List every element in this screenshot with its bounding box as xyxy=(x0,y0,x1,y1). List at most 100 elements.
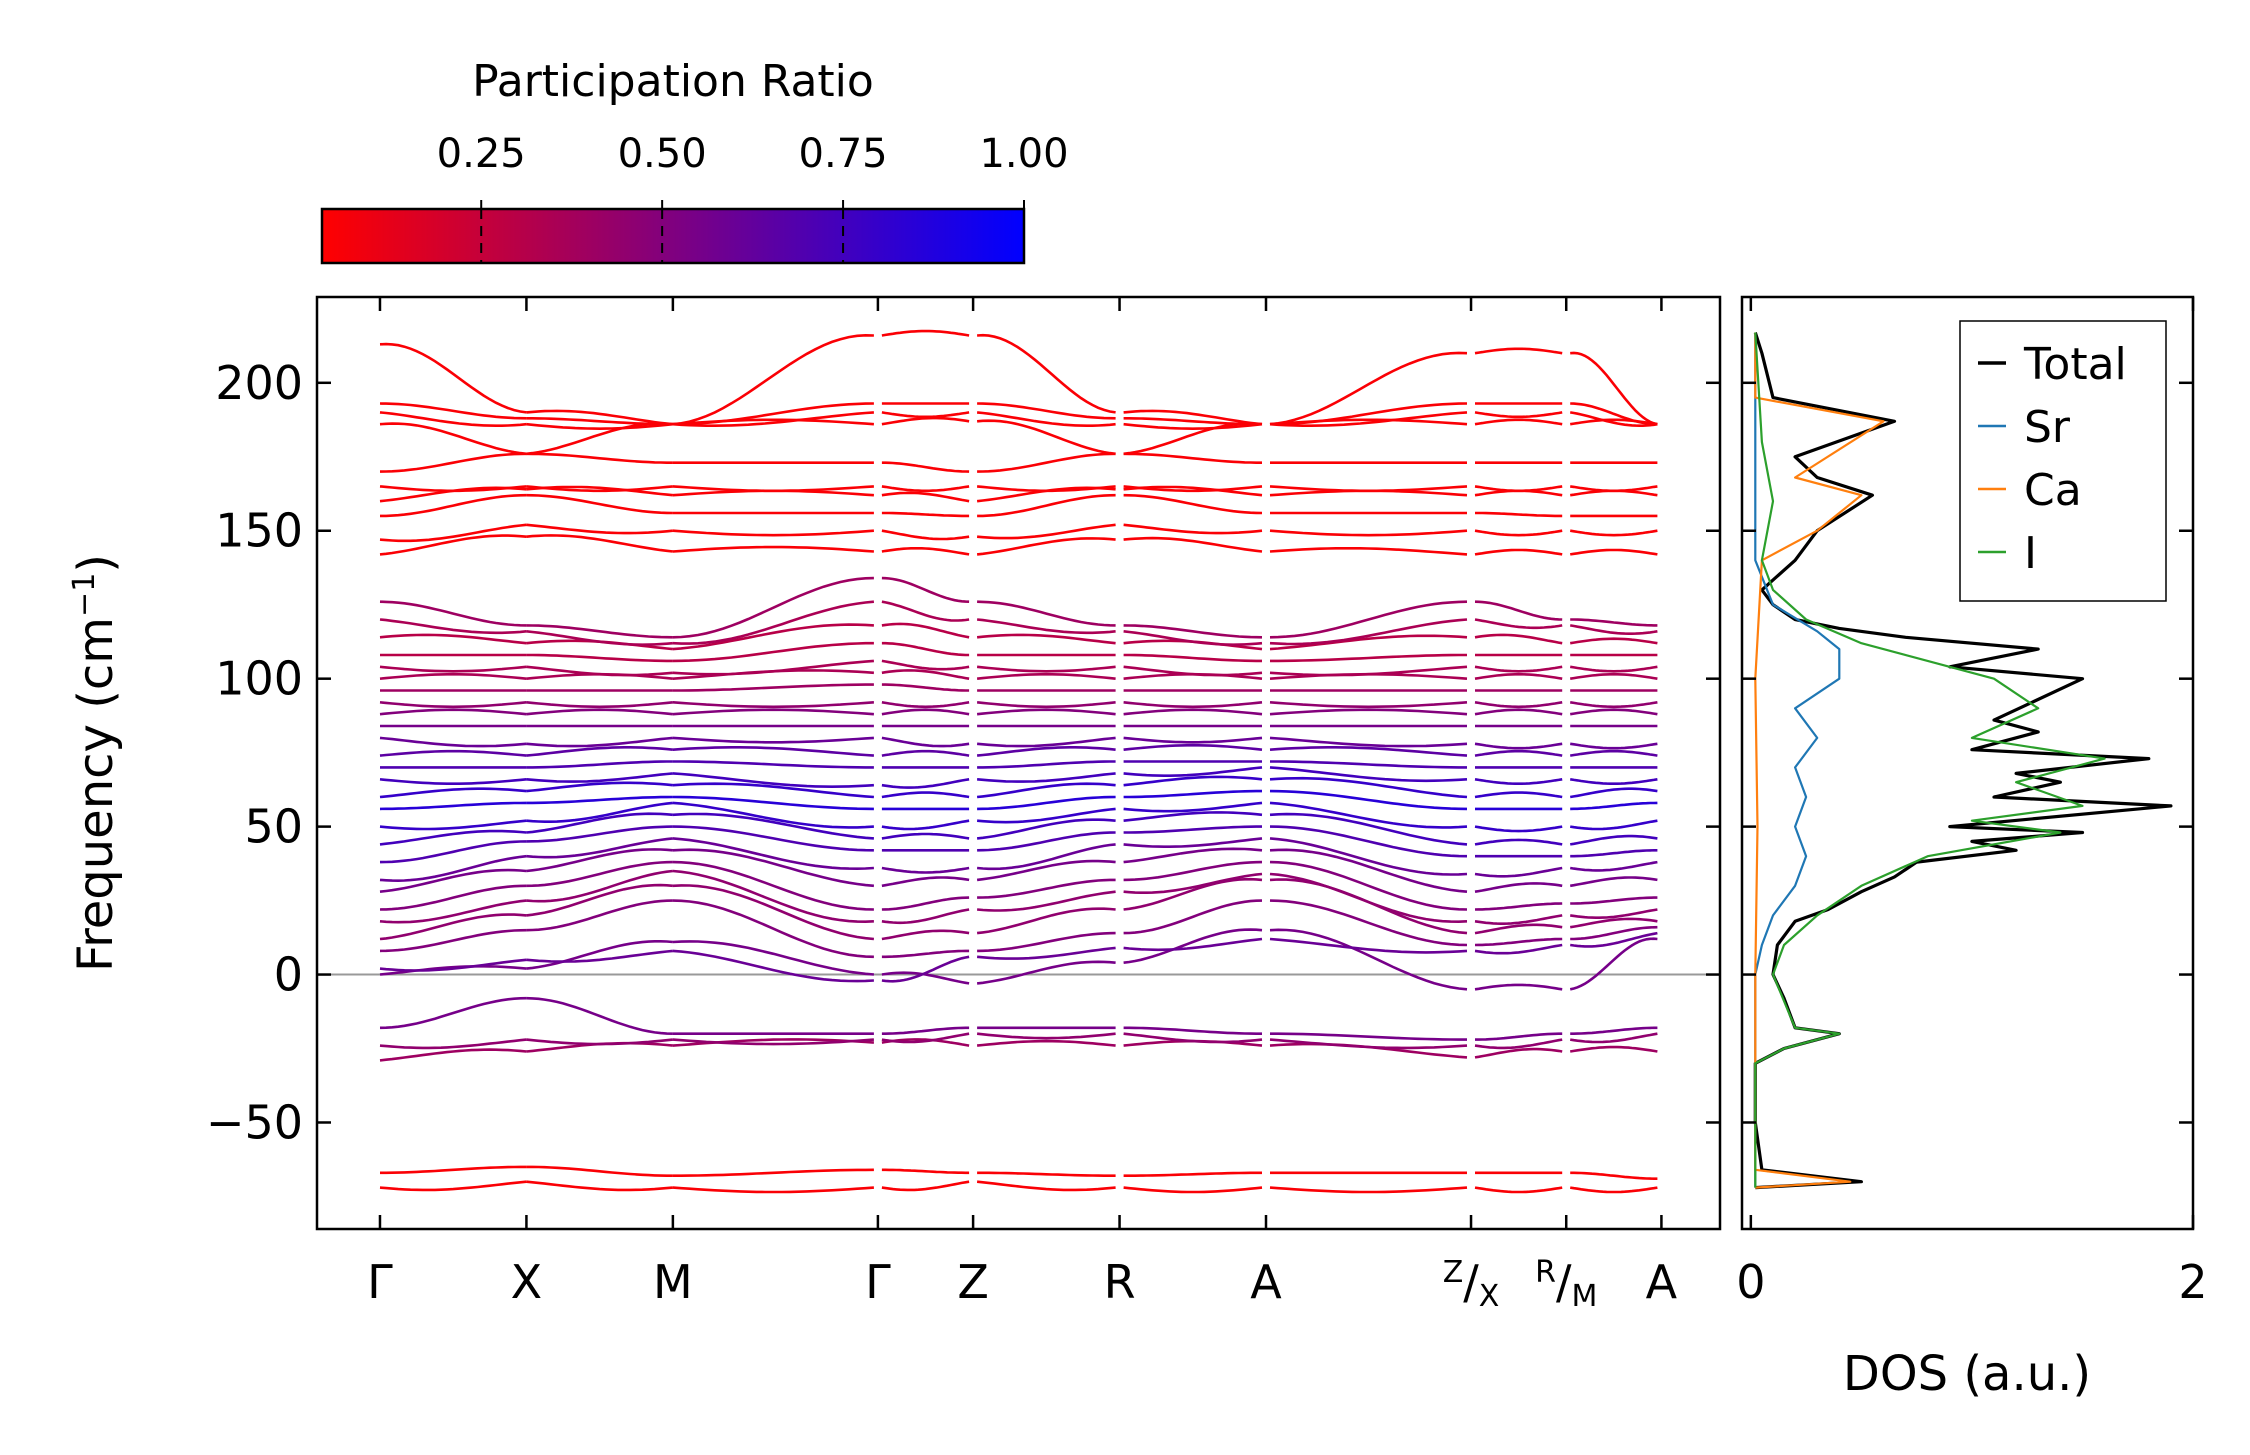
band-line xyxy=(672,623,874,651)
band-line xyxy=(526,665,674,677)
band-line xyxy=(1474,937,1563,947)
legend-label: Total xyxy=(2023,339,2127,390)
y-tick-label: −50 xyxy=(206,1095,303,1149)
band-line xyxy=(526,899,673,932)
band-line xyxy=(1569,701,1658,709)
band-line xyxy=(1570,351,1658,426)
band-line xyxy=(1474,778,1563,785)
band-line xyxy=(881,896,970,911)
band-line xyxy=(1123,766,1263,777)
colorbar-ticks: 0.25 0.50 0.75 1.00 xyxy=(437,131,1069,263)
band-line xyxy=(1269,801,1468,829)
band-line xyxy=(526,812,674,834)
band-line xyxy=(1474,485,1563,493)
band-line xyxy=(977,402,1116,420)
band-line xyxy=(1269,860,1468,911)
dos-axis-title: DOS (a.u.) xyxy=(1843,1346,2091,1402)
band-line xyxy=(881,329,970,337)
band-line xyxy=(881,908,970,925)
band-line xyxy=(881,778,970,789)
band-line xyxy=(526,409,674,426)
band-line xyxy=(379,485,527,493)
band-line xyxy=(1123,624,1263,639)
k-tick-label-slash: / xyxy=(1463,1255,1479,1309)
band-line xyxy=(1474,791,1563,799)
band-line xyxy=(881,511,970,518)
band-line xyxy=(672,683,874,692)
band-line xyxy=(1569,708,1658,716)
band-line xyxy=(1474,708,1563,716)
k-tick-label-post: X xyxy=(1479,1279,1500,1314)
band-line xyxy=(1570,618,1658,627)
band-line xyxy=(1123,743,1263,751)
band-line xyxy=(977,831,1116,852)
band-line xyxy=(1269,665,1468,677)
band-line xyxy=(976,907,1116,935)
band-line xyxy=(1123,1186,1263,1194)
band-line xyxy=(672,641,874,663)
band-line xyxy=(526,996,673,1035)
colorbar-tick-label: 0.25 xyxy=(437,131,526,177)
band-line xyxy=(1269,776,1468,799)
band-line xyxy=(379,884,527,911)
band-line xyxy=(526,940,674,970)
band-line xyxy=(672,736,874,744)
main-axes-frame xyxy=(315,295,1722,1231)
dos-series-i xyxy=(1754,332,2106,1188)
band-line xyxy=(1474,838,1563,846)
y-tick-label: 100 xyxy=(215,652,303,706)
k-tick-label: R xyxy=(1104,1255,1136,1309)
band-line xyxy=(1269,937,1468,954)
band-line xyxy=(881,832,970,840)
band-line xyxy=(526,837,674,859)
colorbar-tick-label: 0.50 xyxy=(618,131,707,177)
band-line xyxy=(1123,837,1263,848)
band-line xyxy=(526,630,674,647)
band-line xyxy=(1474,633,1563,645)
band-line xyxy=(1123,872,1263,894)
band-line xyxy=(526,452,673,464)
band-line xyxy=(976,807,1116,824)
colorbar-tick-label: 0.75 xyxy=(799,131,888,177)
band-line xyxy=(976,1032,1116,1040)
band-line xyxy=(1475,1032,1563,1041)
band-line xyxy=(1570,742,1658,750)
band-line xyxy=(1569,665,1658,673)
band-line xyxy=(672,825,874,852)
band-line xyxy=(672,1168,874,1177)
band-line xyxy=(1474,742,1563,750)
band-line xyxy=(1569,876,1658,888)
band-line xyxy=(1123,523,1263,535)
band-line xyxy=(526,860,673,888)
band-line xyxy=(1269,746,1468,757)
band-line xyxy=(526,869,674,903)
band-line xyxy=(1123,653,1262,663)
band-line xyxy=(379,523,527,543)
band-line xyxy=(1123,899,1263,935)
band-line xyxy=(379,534,527,556)
band-line xyxy=(1474,418,1563,426)
band-line xyxy=(881,600,970,622)
band-line xyxy=(1269,547,1468,556)
band-line xyxy=(1269,1038,1468,1050)
band-line xyxy=(1474,411,1563,419)
k-tick-label: A xyxy=(1250,1255,1282,1309)
band-line xyxy=(672,860,874,911)
band-line xyxy=(672,884,875,941)
band-line xyxy=(1475,511,1563,518)
band-line xyxy=(976,618,1116,635)
band-line xyxy=(881,491,970,503)
band-line xyxy=(881,1180,970,1192)
band-line xyxy=(1569,749,1658,757)
band-line xyxy=(976,411,1116,427)
band-line xyxy=(672,899,874,959)
band-line xyxy=(379,829,527,846)
band-line xyxy=(1123,736,1263,744)
band-line xyxy=(976,818,1116,840)
k-tick-label: Z/X xyxy=(1443,1255,1500,1314)
band-line xyxy=(1269,600,1468,639)
band-line xyxy=(1123,665,1263,677)
k-tick-label: X xyxy=(511,1255,543,1309)
band-line xyxy=(526,825,673,843)
